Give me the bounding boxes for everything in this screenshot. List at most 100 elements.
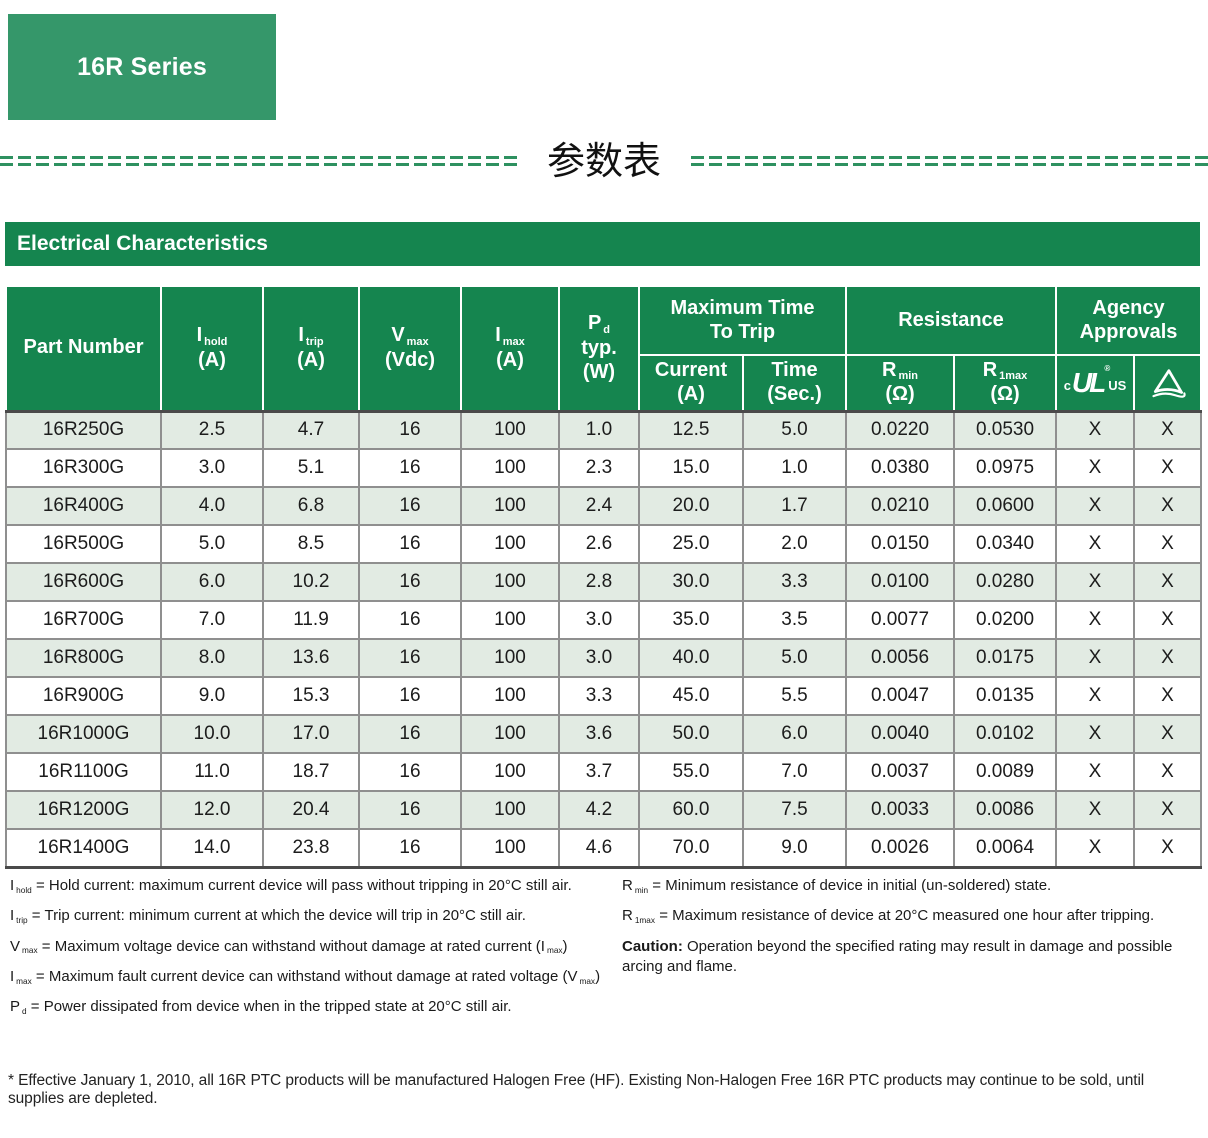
table-cell: 16 (358, 486, 462, 526)
table-cell: 20.0 (638, 486, 744, 526)
table-cell: 16 (358, 448, 462, 488)
table-cell: X (1055, 562, 1135, 602)
part-number-cell: 16R600G (5, 562, 162, 602)
table-cell: 8.0 (160, 638, 264, 678)
halogen-free-note: * Effective January 1, 2010, all 16R PTC… (8, 1072, 1145, 1107)
table-cell: 4.2 (558, 790, 640, 830)
group-header-max-time-to-trip: Maximum Time To Trip (638, 285, 847, 356)
table-cell: X (1055, 676, 1135, 716)
footnote-right-2: Caution: Operation beyond the specified … (622, 937, 1173, 975)
table-cell: 11.9 (262, 600, 360, 640)
table-cell: 0.0102 (953, 714, 1057, 754)
table-cell: 6.8 (262, 486, 360, 526)
table-cell: 17.0 (262, 714, 360, 754)
group-header-resistance: Resistance (845, 285, 1057, 356)
table-cell: 10.2 (262, 562, 360, 602)
part-number-cell: 16R250G (5, 410, 162, 450)
table-cell: 0.0033 (845, 790, 955, 830)
table-cell: 16 (358, 676, 462, 716)
table-cell: X (1055, 486, 1135, 526)
table-cell: 16 (358, 638, 462, 678)
series-badge: 16R Series (8, 14, 276, 120)
table-cell: 1.7 (742, 486, 847, 526)
sub-column-header-0: Current (A) (638, 354, 744, 413)
table-cell: 14.0 (160, 828, 264, 869)
table-cell: 5.0 (742, 410, 847, 450)
table-cell: 4.0 (160, 486, 264, 526)
table-cell: 0.0135 (953, 676, 1057, 716)
table-row: 16R600G 6.0 10.2 16 100 2.8 30.0 3.3 0.0100 0.028… (5, 562, 1202, 602)
table-cell: X (1133, 524, 1202, 564)
agency-column-ul: c UL ® US (1055, 354, 1135, 413)
table-cell: X (1055, 828, 1135, 869)
table-cell: 1.0 (742, 448, 847, 488)
table-cell: X (1133, 714, 1202, 754)
table-cell: X (1055, 790, 1135, 830)
table-cell: 30.0 (638, 562, 744, 602)
table-cell: 16 (358, 714, 462, 754)
table-cell: 0.0975 (953, 448, 1057, 488)
sub-column-header-1: Time (Sec.) (742, 354, 847, 413)
table-cell: 70.0 (638, 828, 744, 869)
table-cell: 100 (460, 714, 560, 754)
part-number-cell: 16R1100G (5, 752, 162, 792)
table-cell: 3.0 (160, 448, 264, 488)
table-cell: 5.0 (160, 524, 264, 564)
section-header-label: Electrical Characteristics (17, 232, 268, 255)
table-cell: 100 (460, 600, 560, 640)
table-cell: 0.0077 (845, 600, 955, 640)
table-cell: 7.0 (160, 600, 264, 640)
part-number-cell: 16R400G (5, 486, 162, 526)
table-cell: 0.0600 (953, 486, 1057, 526)
section-divider: 参数表 (0, 138, 1208, 184)
table-cell: 0.0056 (845, 638, 955, 678)
table-cell: 3.3 (742, 562, 847, 602)
table-row: 16R800G 8.0 13.6 16 100 3.0 40.0 5.0 0.0056 0.017… (5, 638, 1202, 678)
table-body: 16R250G 2.5 4.7 16 100 1.0 12.5 5.0 0.0220 0.0530… (5, 410, 1202, 869)
table-cell: 100 (460, 448, 560, 488)
table-cell: 40.0 (638, 638, 744, 678)
table-cell: X (1055, 600, 1135, 640)
part-number-cell: 16R1200G (5, 790, 162, 830)
table-cell: 3.0 (558, 600, 640, 640)
table-cell: 6.0 (742, 714, 847, 754)
table-cell: 16 (358, 410, 462, 450)
table-cell: 20.4 (262, 790, 360, 830)
table-cell: 0.0089 (953, 752, 1057, 792)
table-cell: 16 (358, 828, 462, 869)
table-cell: X (1133, 752, 1202, 792)
table-cell: 3.6 (558, 714, 640, 754)
sub-column-header-3: R 1max (Ω) (953, 354, 1057, 413)
table-cell: 23.8 (262, 828, 360, 869)
part-number-cell: 16R800G (5, 638, 162, 678)
table-cell: 25.0 (638, 524, 744, 564)
table-cell: X (1055, 448, 1135, 488)
footnote-right-1: R 1max = Maximum resistance of device at … (622, 907, 1155, 926)
table-cell: X (1133, 790, 1202, 830)
table-cell: 5.5 (742, 676, 847, 716)
table-cell: 6.0 (160, 562, 264, 602)
dashed-line-right (691, 155, 1208, 167)
table-cell: 11.0 (160, 752, 264, 792)
table-cell: 7.0 (742, 752, 847, 792)
part-number-cell: 16R300G (5, 448, 162, 488)
table-cell: 16 (358, 524, 462, 564)
section-header-bar: Electrical Characteristics (5, 222, 1200, 266)
table-cell: X (1133, 676, 1202, 716)
table-row: 16R300G 3.0 5.1 16 100 2.3 15.0 1.0 0.0380 0.0975… (5, 448, 1202, 488)
table-cell: 5.0 (742, 638, 847, 678)
table-cell: X (1055, 714, 1135, 754)
table-cell: 3.5 (742, 600, 847, 640)
table-cell: 0.0100 (845, 562, 955, 602)
part-number-cell: 16R700G (5, 600, 162, 640)
